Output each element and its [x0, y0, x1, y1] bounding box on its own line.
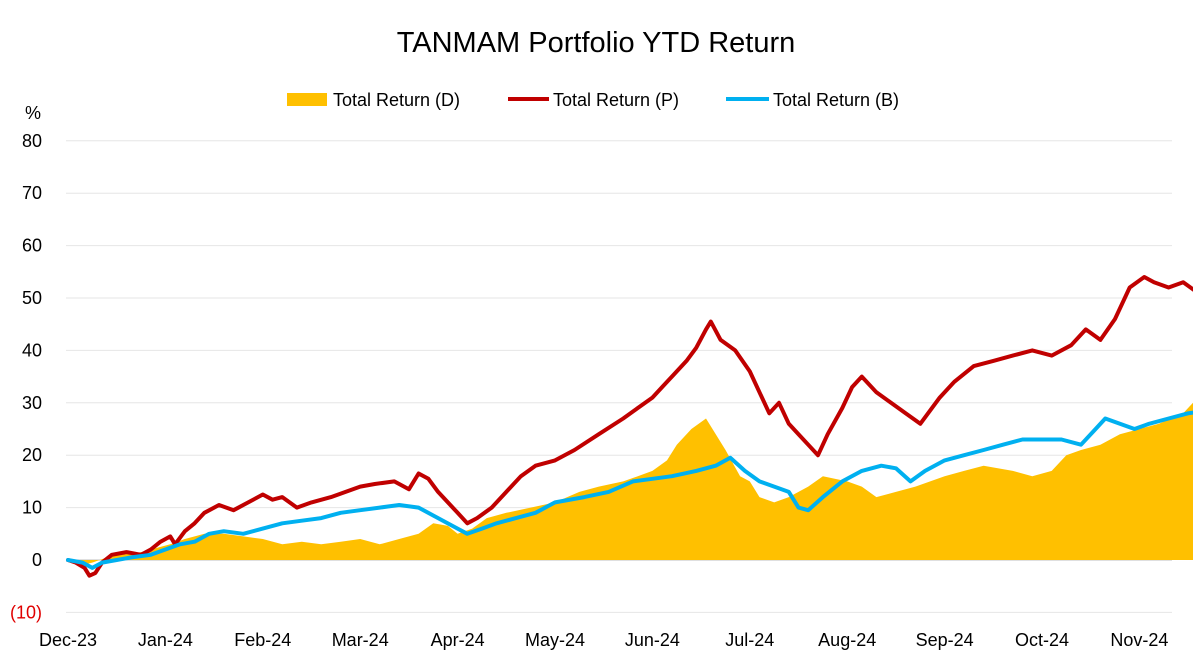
y-tick-label: 30	[22, 393, 42, 413]
series-line-totalreturnb	[66, 410, 1193, 570]
x-tick-label: Aug-24	[818, 630, 876, 650]
y-tick-label: 50	[22, 288, 42, 308]
x-tick-label: Feb-24	[234, 630, 291, 650]
y-tick-label: 20	[22, 445, 42, 465]
y-tick-label: (10)	[10, 602, 42, 622]
x-tick-label: May-24	[525, 630, 585, 650]
y-tick-label: 60	[22, 236, 42, 256]
x-tick-label: Jan-24	[138, 630, 193, 650]
x-tick-label: Nov-24	[1110, 630, 1168, 650]
x-tick-label: Oct-24	[1015, 630, 1069, 650]
y-tick-label: 10	[22, 498, 42, 518]
legend-swatch-d	[287, 93, 327, 106]
y-axis-ticks: 80 70 60 50 40 30 20 10 0 (10)	[10, 131, 42, 623]
x-tick-label: Jul-24	[725, 630, 774, 650]
y-axis-unit: %	[25, 103, 41, 123]
x-tick-label: Mar-24	[332, 630, 389, 650]
legend-label-d: Total Return (D)	[333, 90, 460, 110]
x-tick-label: Dec-23	[39, 630, 97, 650]
x-tick-label: Apr-24	[431, 630, 485, 650]
plot-area	[66, 275, 1193, 578]
x-tick-label: Sep-24	[916, 630, 974, 650]
chart-title: TANMAM Portfolio YTD Return	[397, 27, 796, 59]
legend: Total Return (D) Total Return (P) Total …	[287, 90, 899, 110]
x-tick-label: Jun-24	[625, 630, 680, 650]
legend-label-p: Total Return (P)	[553, 90, 679, 110]
legend-label-b: Total Return (B)	[773, 90, 899, 110]
y-tick-label: 80	[22, 131, 42, 151]
y-tick-label: 40	[22, 340, 42, 360]
y-tick-label: 0	[32, 550, 42, 570]
y-tick-label: 70	[22, 183, 42, 203]
series-line-totalreturnp	[66, 275, 1193, 578]
x-axis-ticks: Dec-23 Jan-24 Feb-24 Mar-24 Apr-24 May-24 Jun-…	[39, 630, 1168, 650]
